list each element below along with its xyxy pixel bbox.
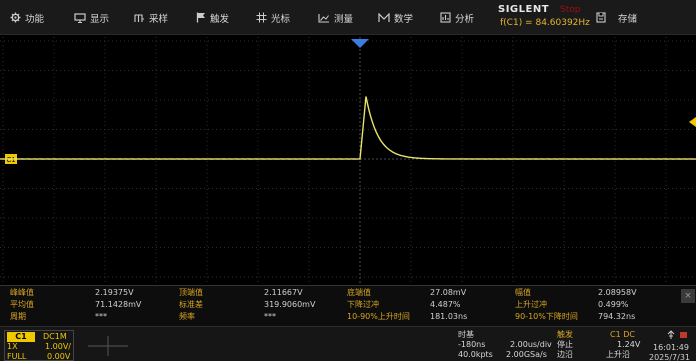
measure-label: 10-90%上升时间 bbox=[347, 312, 410, 321]
measure-value: 4.487% bbox=[430, 300, 461, 309]
menu-storage[interactable]: 存储 bbox=[596, 0, 637, 35]
measure-label: 标准差 bbox=[179, 300, 203, 309]
measure-label: 峰峰值 bbox=[10, 288, 34, 297]
channel-1-trace bbox=[0, 96, 696, 160]
measure-value: 0.499% bbox=[598, 300, 629, 309]
trigger-slope[interactable]: 上升沿 bbox=[606, 350, 630, 359]
menu-bar: 功能 显示 采样 触发 光标 测量 bbox=[0, 0, 696, 35]
menu-math-label: 数学 bbox=[394, 13, 414, 25]
channel-probe: 1X bbox=[7, 342, 18, 351]
trigger-type: 边沿 bbox=[557, 350, 573, 359]
memory-depth: 40.0kpts bbox=[458, 350, 493, 359]
channel-offset-label: C1 bbox=[7, 157, 16, 164]
waveform-canvas: C1 bbox=[0, 37, 696, 283]
measure-label: 周期 bbox=[10, 312, 26, 321]
waveform-display[interactable]: C1 bbox=[0, 35, 696, 285]
close-measure-button[interactable]: × bbox=[681, 289, 695, 303]
measure-label: 平均值 bbox=[10, 300, 34, 309]
measurement-panel: 峰峰值 2.19375V 顶端值 2.11667V 底端值 27.08mV 幅值 2.0895… bbox=[0, 285, 696, 326]
menu-analysis[interactable]: 分析 bbox=[440, 0, 474, 35]
menu-measure-label: 测量 bbox=[334, 13, 354, 25]
measure-value: 319.9060mV bbox=[264, 300, 316, 309]
status-bar: C1 DC1M 1X 1.00V/ FULL 0.00V 时基 -180ns 2… bbox=[0, 326, 696, 361]
menu-sampling-label: 采样 bbox=[149, 13, 169, 25]
channel-1-info[interactable]: C1 DC1M 1X 1.00V/ FULL 0.00V bbox=[4, 330, 74, 361]
menu-function[interactable]: 功能 bbox=[10, 0, 44, 35]
measure-value: 2.19375V bbox=[95, 288, 134, 297]
measure-value: 794.32ns bbox=[598, 312, 636, 321]
menu-math[interactable]: 数学 bbox=[378, 0, 413, 35]
clock-time: 16:01:49 bbox=[653, 343, 689, 352]
measure-value: 27.08mV bbox=[430, 288, 467, 297]
analysis-icon bbox=[440, 12, 451, 23]
menu-storage-label: 存储 bbox=[618, 13, 638, 25]
measure-value: 2.11667V bbox=[264, 288, 303, 297]
save-icon bbox=[596, 12, 606, 23]
menu-analysis-label: 分析 bbox=[455, 13, 475, 25]
measure-value: 181.03ns bbox=[430, 312, 468, 321]
measure-value: 71.1428mV bbox=[95, 300, 142, 309]
usb-network-icons bbox=[667, 330, 687, 339]
measure-icon bbox=[318, 13, 329, 23]
channel-offset: 0.00V bbox=[47, 352, 71, 361]
channel-1-badge: C1 bbox=[7, 332, 35, 342]
timebase-label: 时基 bbox=[458, 330, 474, 339]
gear-icon bbox=[10, 12, 21, 23]
brand-block: SIGLENT Stop f(C1) = 84.60392Hz bbox=[498, 4, 590, 32]
trigger-position-marker[interactable] bbox=[351, 39, 369, 48]
measure-label: 底端值 bbox=[347, 288, 371, 297]
menu-measure[interactable]: 测量 bbox=[318, 0, 353, 35]
measure-label: 下降过冲 bbox=[347, 300, 379, 309]
trigger-level[interactable]: 1.24V bbox=[617, 340, 641, 349]
clock-date: 2025/7/31 bbox=[649, 353, 691, 361]
measure-label: 频率 bbox=[179, 312, 195, 321]
frequency-counter: f(C1) = 84.60392Hz bbox=[500, 18, 590, 28]
acquire-state: 停止 bbox=[557, 340, 573, 349]
menu-display-label: 显示 bbox=[90, 13, 110, 25]
measure-label: 幅值 bbox=[515, 288, 531, 297]
measure-label: 上升过冲 bbox=[515, 300, 547, 309]
trigger-label: 触发 bbox=[557, 330, 573, 339]
measure-value: 2.08958V bbox=[598, 288, 637, 297]
timebase-delay[interactable]: -180ns bbox=[458, 340, 486, 349]
measure-value: *** bbox=[95, 312, 107, 321]
trigger-source[interactable]: C1 DC bbox=[610, 330, 635, 339]
measure-label: 顶端值 bbox=[179, 288, 203, 297]
menu-trigger[interactable]: 触发 bbox=[196, 0, 229, 35]
display-icon bbox=[74, 12, 86, 23]
cursor-icon bbox=[256, 12, 267, 23]
flag-icon bbox=[196, 12, 205, 23]
run-state[interactable]: Stop bbox=[560, 5, 581, 15]
menu-display[interactable]: 显示 bbox=[74, 0, 109, 35]
sampling-icon bbox=[134, 13, 144, 22]
channel-scale: 1.00V/ bbox=[45, 342, 71, 351]
timebase-scale[interactable]: 2.00us/div bbox=[510, 340, 552, 349]
menu-trigger-label: 触发 bbox=[210, 13, 230, 25]
sample-rate: 2.00GSa/s bbox=[506, 350, 547, 359]
math-icon bbox=[378, 12, 390, 22]
measure-value: *** bbox=[264, 312, 276, 321]
trigger-level-marker[interactable] bbox=[689, 117, 696, 127]
menu-cursor[interactable]: 光标 bbox=[256, 0, 290, 35]
measure-label: 90-10%下降时间 bbox=[515, 312, 578, 321]
menu-function-label: 功能 bbox=[25, 13, 45, 25]
channel-coupling: DC1M bbox=[43, 332, 67, 341]
channel-bandwidth: FULL bbox=[7, 352, 27, 361]
menu-sampling[interactable]: 采样 bbox=[134, 0, 168, 35]
menu-cursor-label: 光标 bbox=[271, 13, 291, 25]
brand-logo: SIGLENT bbox=[498, 4, 550, 15]
add-channel-icon[interactable] bbox=[86, 334, 130, 358]
graticule bbox=[0, 37, 696, 283]
